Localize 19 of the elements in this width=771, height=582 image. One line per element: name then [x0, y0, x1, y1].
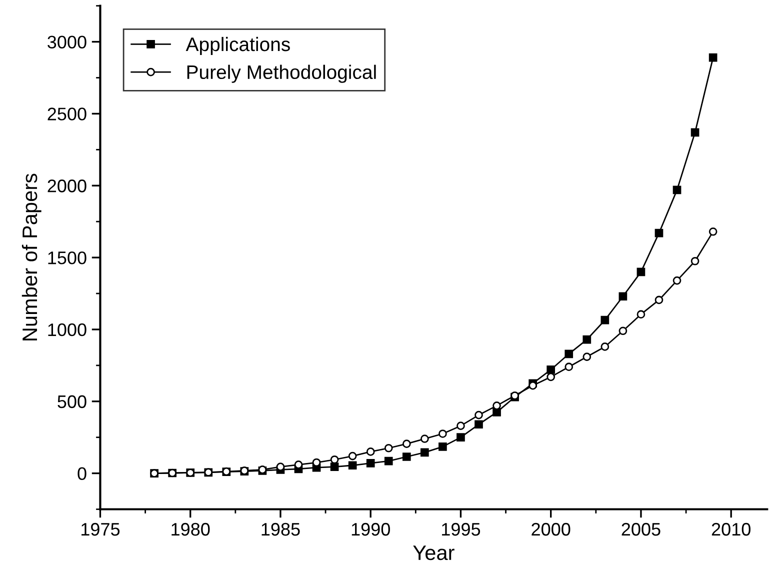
y-axis-title: Number of Papers	[22, 174, 42, 340]
y-tick-label: 1000	[48, 323, 86, 336]
legend-label: Applications	[186, 36, 290, 56]
y-tick-label: 500	[58, 395, 86, 408]
legend-label: Purely Methodological	[187, 64, 376, 83]
x-tick-label: 2010	[712, 522, 750, 536]
x-tick-label: 2005	[622, 522, 660, 536]
x-tick-label: 1995	[442, 522, 480, 536]
x-axis-title: Year	[413, 546, 454, 560]
y-tick-label: 3000	[48, 36, 86, 48]
y-tick-label: 2000	[48, 180, 86, 192]
x-tick-label: 2000	[532, 522, 570, 536]
y-tick-label: 0	[78, 467, 86, 480]
x-tick-label: 1975	[82, 522, 120, 536]
x-tick-label: 1985	[262, 522, 300, 536]
x-tick-label: 1980	[172, 522, 210, 536]
y-tick-label: 1500	[48, 251, 86, 264]
x-tick-label: 1990	[352, 522, 390, 536]
y-tick-label: 2500	[48, 108, 86, 120]
